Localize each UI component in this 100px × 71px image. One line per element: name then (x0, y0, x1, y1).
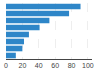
svg-text:80: 80 (68, 62, 76, 69)
svg-text:100: 100 (82, 62, 94, 69)
svg-text:60: 60 (51, 62, 59, 69)
svg-text:40: 40 (35, 62, 43, 69)
svg-text:0: 0 (4, 62, 8, 69)
svg-text:20: 20 (18, 62, 26, 69)
